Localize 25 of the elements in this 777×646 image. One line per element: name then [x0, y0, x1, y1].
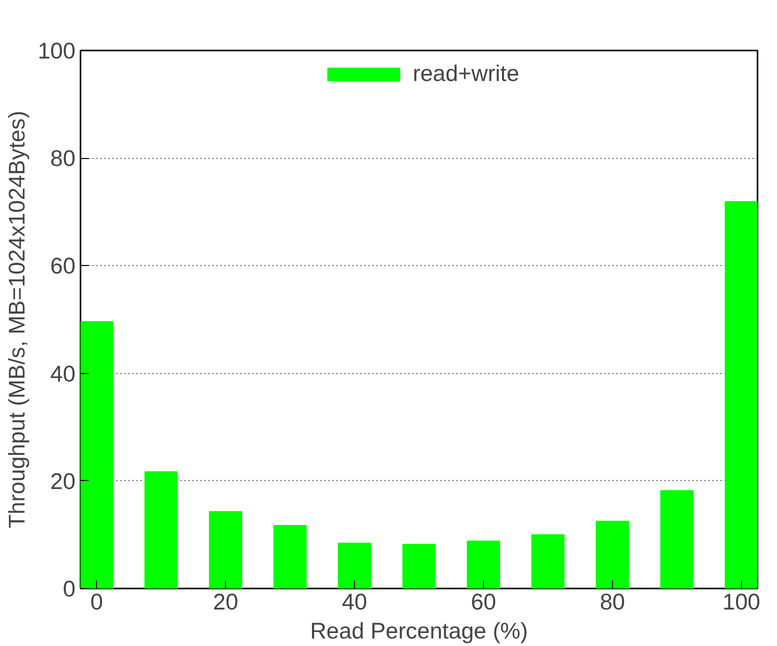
bar	[144, 471, 178, 588]
bar	[338, 542, 372, 588]
y-tick-label: 40	[50, 360, 76, 386]
bar	[466, 540, 500, 588]
y-axis-title: Throughput (MB/s, MB=1024x1024Bytes)	[4, 110, 30, 528]
bar	[724, 201, 758, 588]
x-tick-label: 100	[722, 588, 760, 614]
bar	[273, 525, 307, 588]
x-tick-label: 60	[470, 588, 496, 614]
x-tick-label: 40	[342, 588, 368, 614]
bar	[660, 490, 694, 588]
bar	[531, 534, 565, 588]
bar	[208, 511, 242, 588]
y-tick-label: 20	[50, 468, 76, 494]
legend-label: read+write	[412, 60, 520, 87]
x-tick-label: 20	[212, 588, 238, 614]
bar	[596, 520, 630, 588]
y-tick-label: 80	[50, 145, 76, 172]
y-tick-label: 60	[50, 252, 76, 279]
y-tick-label: 100	[38, 38, 76, 64]
bar	[402, 544, 436, 588]
x-axis-title: Read Percentage (%)	[310, 618, 528, 644]
x-tick-label: 80	[600, 588, 626, 614]
x-tick-label: 0	[90, 588, 103, 614]
bar	[80, 321, 114, 588]
